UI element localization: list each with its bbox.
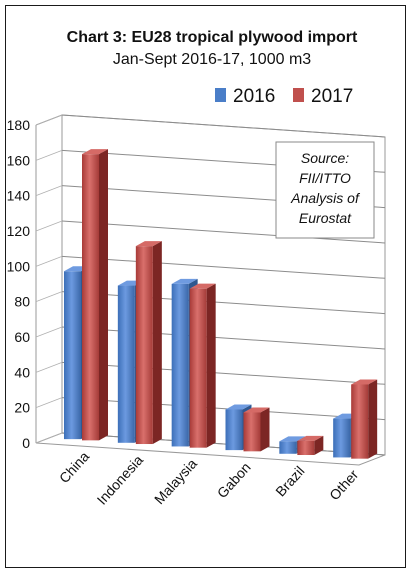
gridline: [61, 361, 386, 385]
gridline: [61, 220, 386, 244]
bar-top: [135, 241, 162, 247]
bar-front: [243, 412, 261, 452]
bar-side: [314, 435, 324, 456]
bar-front: [333, 418, 351, 458]
source-annotation: Source: FII/ITTO Analysis of Eurostat: [275, 141, 375, 239]
x-tick-label-indonesia: Indonesia: [94, 452, 147, 508]
annotation-line-2: FII/ITTO: [299, 170, 351, 186]
bar-side: [152, 241, 162, 445]
gridline-side: [35, 255, 63, 267]
bar-front: [351, 384, 369, 459]
bars: [64, 149, 378, 459]
y-tick-label: 100: [7, 258, 31, 274]
y-tick-label: 120: [7, 223, 31, 239]
legend: 2016 2017: [215, 86, 353, 107]
gridline: [61, 114, 386, 138]
bar-front: [117, 285, 135, 443]
x-tick-label-other: Other: [326, 466, 362, 503]
gridline-side: [35, 185, 63, 197]
gridline-side: [35, 326, 63, 338]
bar-front: [171, 283, 189, 447]
bar-2017-malaysia: [189, 283, 216, 448]
bar-front: [82, 154, 99, 441]
y-tick-label: 180: [7, 117, 31, 133]
y-tick-label: 60: [14, 329, 30, 345]
gridline-side: [35, 397, 63, 409]
bar-side: [99, 149, 108, 441]
legend-label-2017: 2017: [311, 86, 353, 107]
bar-front: [225, 409, 243, 451]
gridline-side: [35, 432, 63, 444]
gridline-side: [35, 114, 63, 126]
y-tick-label: 160: [7, 152, 31, 168]
chart-subtitle: Jan-Sept 2016-17, 1000 m3: [113, 51, 311, 68]
gridline-side: [35, 149, 63, 161]
annotation-line-4: Eurostat: [299, 210, 352, 226]
gridline-side: [35, 220, 63, 232]
annotation-box: [275, 141, 375, 239]
y-tick-label: 20: [14, 400, 30, 416]
y-axis: 0 20 40 60 80 100 120 140 160 180: [7, 117, 31, 451]
y-tick-label: 80: [14, 294, 30, 310]
gridline: [61, 291, 386, 315]
bar-front: [279, 441, 297, 454]
chart-title: Chart 3: EU28 tropical plywood import: [67, 29, 358, 46]
legend-swatch-2016: [215, 88, 226, 102]
gridline: [61, 255, 386, 279]
bar-2017-gabon: [243, 407, 270, 452]
bar-top: [189, 283, 216, 289]
bar-front: [135, 246, 153, 445]
legend-label-2016: 2016: [233, 86, 275, 107]
y-tick-label: 0: [22, 435, 30, 451]
bar-front: [189, 288, 207, 448]
bar-side: [206, 283, 216, 448]
bar-top: [279, 436, 306, 442]
bar-side: [368, 379, 378, 459]
gridline: [61, 432, 386, 456]
bar-side: [260, 407, 270, 452]
annotation-line-3: Analysis of: [290, 190, 361, 206]
gridlines: [35, 114, 386, 456]
x-tick-label-brazil: Brazil: [272, 463, 307, 500]
gridline: [61, 397, 386, 421]
gridline-side: [35, 291, 63, 303]
legend-swatch-2017: [293, 88, 304, 102]
bar-top: [82, 149, 108, 155]
bar-front: [64, 271, 81, 440]
bar-top: [297, 435, 324, 441]
y-tick-label: 140: [7, 188, 31, 204]
gridline: [61, 326, 386, 350]
bar-top: [351, 379, 378, 385]
x-tick-label-gabon: Gabon: [214, 459, 254, 501]
x-tick-label-china: China: [56, 448, 93, 486]
bar-front: [297, 440, 315, 456]
bar-top: [243, 407, 270, 413]
y-tick-label: 40: [14, 364, 30, 380]
bar-2017-other: [351, 379, 378, 459]
x-tick-label-malaysia: Malaysia: [151, 455, 200, 507]
annotation-line-1: Source:: [301, 150, 349, 166]
bar-2017-indonesia: [135, 241, 162, 445]
bar-top: [225, 404, 252, 410]
bar-top: [171, 278, 198, 284]
gridline-side: [35, 361, 63, 373]
bar-2017-china: [82, 149, 108, 441]
bar-2017-brazil: [297, 435, 324, 456]
